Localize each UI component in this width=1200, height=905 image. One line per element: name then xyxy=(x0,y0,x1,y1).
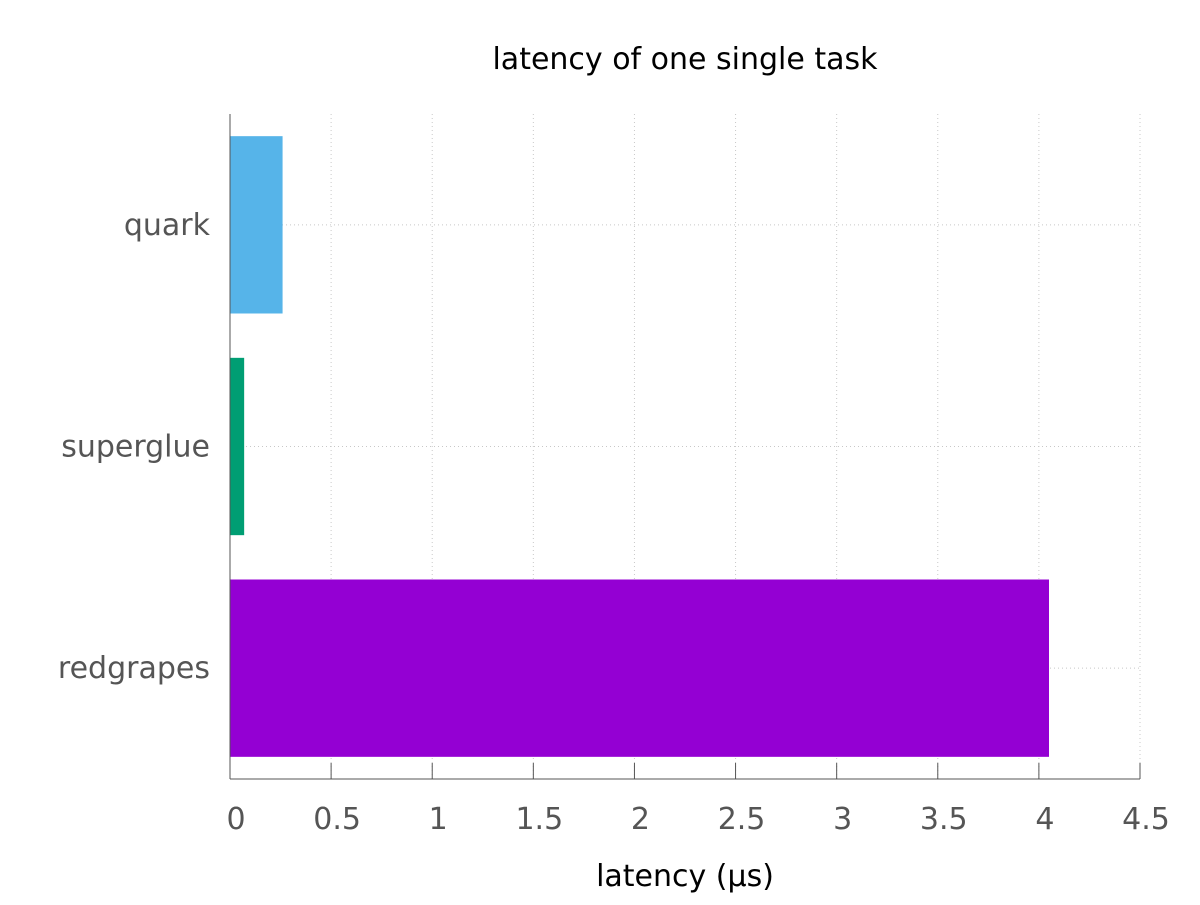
x-tick-label: 4.5 xyxy=(1122,802,1170,837)
x-tick-label: 0.5 xyxy=(313,802,361,837)
grid-lines xyxy=(230,114,1141,779)
bar-quark xyxy=(230,136,283,314)
bar-superglue xyxy=(230,357,245,536)
x-tick-label: 4 xyxy=(1035,802,1054,837)
x-tick-label: 0 xyxy=(226,802,245,837)
x-tick-label: 2 xyxy=(631,802,650,837)
category-label-redgrapes: redgrapes xyxy=(58,651,210,686)
x-tick-label: 3.5 xyxy=(920,802,968,837)
x-tick-label: 3 xyxy=(833,802,852,837)
x-tick-label: 2.5 xyxy=(718,802,766,837)
bars xyxy=(230,136,1049,757)
x-tick-labels: 0 0.5 1 1.5 2 2.5 3 3.5 4 4.5 xyxy=(226,802,1169,837)
x-tick-label: 1 xyxy=(429,802,448,837)
x-axis-label: latency (µs) xyxy=(596,859,774,894)
category-labels: quark superglue redgrapes xyxy=(58,208,211,686)
x-tick-label: 1.5 xyxy=(515,802,563,837)
chart-title: latency of one single task xyxy=(492,42,878,77)
category-label-quark: quark xyxy=(124,208,211,243)
category-label-superglue: superglue xyxy=(61,430,210,465)
axes xyxy=(229,114,1141,780)
bar-redgrapes xyxy=(230,579,1049,757)
